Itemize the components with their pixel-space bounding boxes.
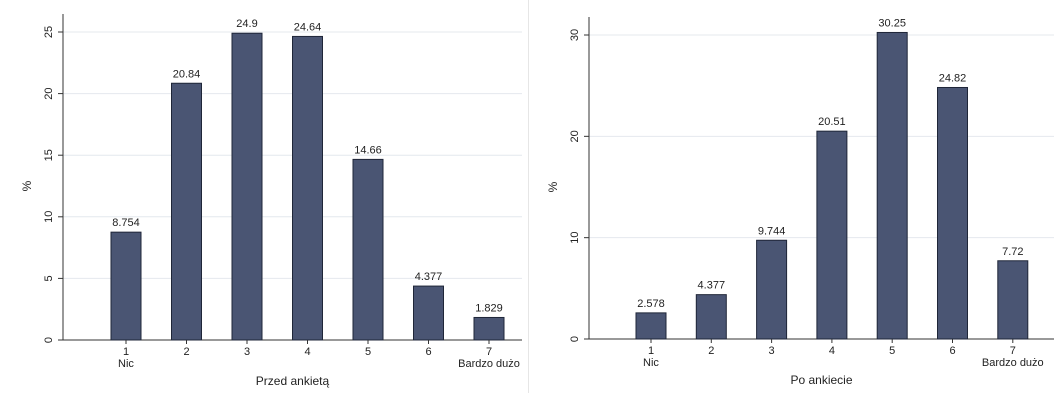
before-bar-6 bbox=[413, 285, 444, 341]
before-bar-value-label-3: 24.9 bbox=[236, 18, 257, 30]
after-x-tick-label-7: 7 bbox=[1010, 345, 1016, 357]
before-bar-value-label-6: 4.377 bbox=[415, 271, 443, 283]
after-bar-value-label-3: 9.744 bbox=[758, 225, 786, 237]
before-bar-2 bbox=[171, 82, 202, 341]
before-x-tick-sublabel-7: Bardzo dużo bbox=[458, 358, 520, 370]
chart-panel-before: 0 5 10 15 20 25% 8.754 1 Nic 20.84 2 24.9 3 24.64 4 14.… bbox=[0, 0, 529, 393]
before-bar-value-label-1: 8.754 bbox=[112, 217, 140, 229]
after-x-tick-sublabel-1: Nic bbox=[643, 357, 659, 369]
before-bar-value-label-5: 14.66 bbox=[354, 144, 382, 156]
after-y-axis-label: % bbox=[546, 181, 560, 192]
before-y-tick-label-3: 15 bbox=[43, 149, 55, 161]
before-y-axis-label: % bbox=[20, 180, 34, 191]
before-x-tick-sublabel-1: Nic bbox=[118, 358, 134, 370]
before-y-tick-label-2: 10 bbox=[43, 211, 55, 223]
before-x-axis-label: Przed ankietą bbox=[256, 374, 330, 388]
before-bar-value-label-4: 24.64 bbox=[294, 21, 322, 33]
before-bar-value-label-2: 20.84 bbox=[173, 68, 201, 80]
after-bar-3 bbox=[756, 239, 788, 340]
after-x-tick-label-3: 3 bbox=[769, 345, 775, 357]
before-x-tick-label-7: 7 bbox=[486, 346, 492, 358]
after-x-tick-label-4: 4 bbox=[829, 345, 835, 357]
after-bar-value-label-5: 30.25 bbox=[878, 17, 906, 29]
after-bar-4 bbox=[816, 130, 848, 340]
after-x-axis-label: Po ankiecie bbox=[790, 373, 852, 387]
after-bar-value-label-6: 24.82 bbox=[939, 72, 967, 84]
before-x-tick-label-1: 1 bbox=[123, 346, 129, 358]
after-bar-5 bbox=[876, 31, 908, 340]
after-bar-value-label-1: 2.578 bbox=[637, 298, 665, 310]
before-bar-value-label-7: 1.829 bbox=[475, 302, 503, 314]
after-x-tick-label-1: 1 bbox=[648, 345, 654, 357]
before-bar-7 bbox=[473, 316, 505, 341]
before-bar-4 bbox=[292, 35, 323, 341]
after-y-tick-label-3: 30 bbox=[569, 29, 581, 41]
after-y-tick-label-1: 10 bbox=[569, 232, 581, 244]
after-bar-2 bbox=[695, 294, 727, 340]
before-y-tick-label-5: 25 bbox=[43, 26, 55, 38]
after-y-tick-label-2: 20 bbox=[569, 130, 581, 142]
after-x-tick-label-5: 5 bbox=[889, 345, 895, 357]
before-bar-5 bbox=[352, 158, 384, 341]
chart-panel-after: 0 10 20 30% 2.578 1 Nic 4.377 2 9.744 3 20.51 4 30.25… bbox=[529, 0, 1057, 393]
after-bar-value-label-4: 20.51 bbox=[818, 116, 846, 128]
after-bar-7 bbox=[997, 260, 1029, 340]
after-y-tick-label-0: 0 bbox=[569, 336, 581, 342]
before-x-tick-label-5: 5 bbox=[365, 346, 371, 358]
before-y-tick-label-0: 0 bbox=[43, 337, 55, 343]
after-bar-6 bbox=[937, 86, 968, 340]
after-bar-value-label-7: 7.72 bbox=[1002, 246, 1023, 258]
before-y-tick-label-1: 5 bbox=[43, 275, 55, 281]
before-x-tick-label-4: 4 bbox=[304, 346, 310, 358]
before-y-tick-label-4: 20 bbox=[43, 87, 55, 99]
after-bar-1 bbox=[635, 312, 667, 340]
after-x-tick-label-2: 2 bbox=[708, 345, 714, 357]
after-x-tick-label-6: 6 bbox=[949, 345, 955, 357]
before-x-tick-label-2: 2 bbox=[183, 346, 189, 358]
after-x-tick-sublabel-7: Bardzo dużo bbox=[982, 357, 1044, 369]
before-bar-1 bbox=[110, 231, 142, 341]
after-bar-value-label-2: 4.377 bbox=[698, 280, 726, 292]
before-x-tick-label-6: 6 bbox=[425, 346, 431, 358]
before-x-tick-label-3: 3 bbox=[244, 346, 250, 358]
before-bar-3 bbox=[231, 32, 263, 341]
